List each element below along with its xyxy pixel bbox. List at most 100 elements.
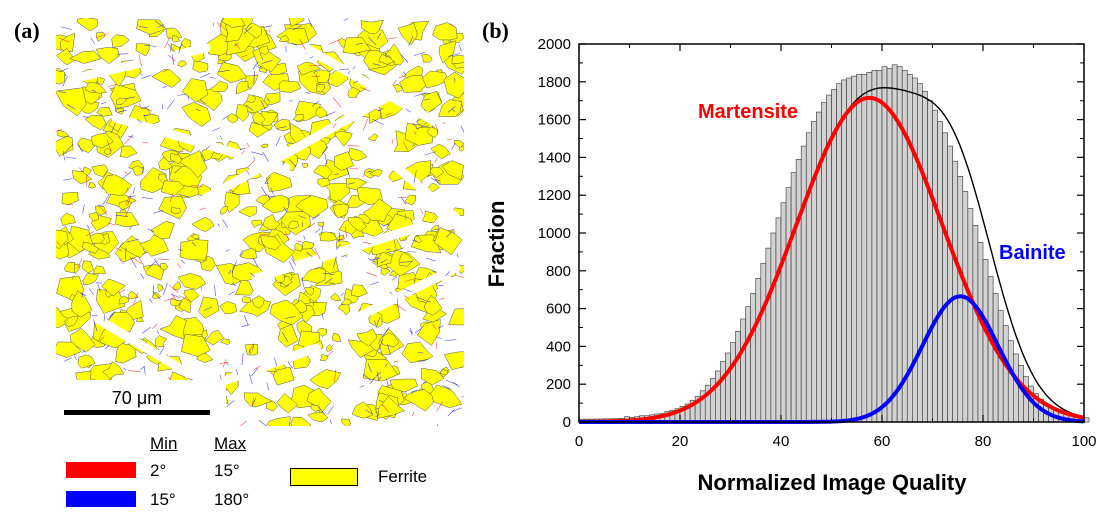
grain-boundary bbox=[222, 358, 227, 368]
grain-boundary bbox=[97, 204, 103, 207]
grain-boundary bbox=[288, 159, 297, 168]
ferrite-grain bbox=[333, 130, 353, 147]
grain-boundary bbox=[324, 153, 328, 165]
grain-boundary bbox=[217, 223, 220, 227]
grain-boundary bbox=[315, 228, 321, 234]
grain-boundary bbox=[161, 85, 168, 89]
grain-boundary bbox=[337, 237, 345, 242]
histogram-bar bbox=[1007, 340, 1014, 423]
grain-boundary bbox=[61, 26, 72, 30]
grain-boundary bbox=[385, 362, 388, 367]
grain-boundary bbox=[124, 247, 127, 260]
grain-boundary bbox=[444, 339, 457, 341]
grain-boundary bbox=[289, 100, 293, 102]
grain-boundary bbox=[362, 373, 372, 381]
ferrite-grain bbox=[295, 195, 328, 219]
grain-boundary bbox=[253, 365, 261, 371]
grain-boundary bbox=[263, 25, 273, 28]
grain-boundary bbox=[355, 43, 363, 45]
grain-boundary bbox=[262, 60, 273, 64]
histogram-bar bbox=[790, 172, 797, 423]
grain-boundary bbox=[106, 139, 112, 152]
ferrite-grain bbox=[59, 32, 76, 53]
grain-boundary bbox=[366, 170, 373, 173]
ferrite-grain bbox=[57, 129, 70, 138]
ferrite-grain bbox=[289, 122, 307, 143]
grain-boundary bbox=[62, 150, 65, 161]
grain-boundary bbox=[239, 420, 247, 426]
grain-boundary bbox=[63, 357, 73, 362]
ferrite-grain bbox=[224, 191, 240, 213]
grain-boundary bbox=[244, 315, 249, 326]
ferrite-grain bbox=[423, 295, 443, 316]
grain-boundary bbox=[436, 401, 443, 411]
ferrite-grain bbox=[139, 167, 168, 194]
legend-high-angle-min: 15° bbox=[150, 490, 176, 509]
ferrite-grain bbox=[310, 404, 321, 412]
y-tick-label: 800 bbox=[546, 263, 571, 280]
histogram-bar bbox=[972, 225, 979, 423]
ferrite-grain bbox=[159, 315, 188, 340]
grain-boundary bbox=[291, 257, 297, 266]
grain-boundary bbox=[129, 256, 137, 268]
ferrite-grain bbox=[63, 261, 76, 274]
histogram-bar bbox=[1018, 364, 1024, 423]
ferrite-grain bbox=[190, 234, 200, 239]
histogram-bar bbox=[805, 132, 812, 423]
grain-boundary bbox=[99, 206, 108, 216]
histogram-bar bbox=[861, 73, 868, 423]
ferrite-grain bbox=[244, 22, 263, 39]
ferrite-grain bbox=[171, 34, 180, 43]
ferrite-grain bbox=[56, 307, 72, 329]
grain-boundary bbox=[412, 239, 417, 242]
grain-boundary bbox=[241, 324, 250, 327]
ferrite-grain bbox=[266, 171, 293, 192]
histogram-bar bbox=[942, 132, 948, 423]
grain-boundary bbox=[346, 167, 350, 178]
grain-boundary bbox=[249, 373, 253, 385]
grain-boundary bbox=[258, 419, 267, 426]
ferrite-grain bbox=[421, 53, 433, 63]
grain-boundary bbox=[118, 258, 124, 265]
grain-boundary bbox=[352, 80, 359, 84]
histogram-bar bbox=[765, 247, 772, 423]
ferrite-grain bbox=[368, 310, 383, 329]
grain-boundary bbox=[311, 100, 319, 108]
ferrite-grain bbox=[118, 295, 129, 305]
grain-boundary bbox=[138, 54, 142, 67]
ferrite-grain bbox=[269, 299, 304, 326]
grain-boundary bbox=[375, 371, 382, 377]
grain-boundary bbox=[276, 126, 287, 129]
grain-boundary bbox=[301, 277, 304, 287]
ferrite-grain bbox=[315, 106, 328, 119]
legend-min-header: Min bbox=[150, 434, 178, 453]
ferrite-grain bbox=[111, 34, 130, 48]
histogram-bar bbox=[750, 293, 757, 423]
grain-boundary bbox=[336, 243, 342, 250]
ferrite-grain bbox=[401, 342, 434, 363]
grain-boundary bbox=[306, 252, 313, 257]
ferrite-grain bbox=[398, 252, 414, 267]
ferrite-grain bbox=[82, 166, 92, 176]
grain-boundary bbox=[334, 173, 339, 175]
grain-boundary bbox=[381, 404, 390, 413]
grain-boundary bbox=[332, 97, 342, 108]
histogram-bar bbox=[917, 83, 923, 423]
histogram-bar bbox=[755, 278, 762, 423]
grain-boundary bbox=[126, 187, 129, 193]
grain-boundary bbox=[159, 347, 164, 356]
ferrite-grain bbox=[404, 194, 417, 206]
ferrite-grain bbox=[376, 251, 393, 268]
grain-boundary bbox=[368, 36, 377, 46]
grain-boundary bbox=[322, 273, 334, 275]
panel-a-label: (a) bbox=[14, 18, 40, 43]
ferrite-grain bbox=[350, 284, 368, 298]
histogram-bar bbox=[871, 70, 878, 423]
ferrite-grain bbox=[342, 36, 372, 54]
ferrite-grain bbox=[403, 389, 434, 412]
histogram-bar bbox=[810, 121, 817, 423]
grain-boundary bbox=[416, 125, 430, 129]
ferrite-grain bbox=[245, 74, 259, 90]
grain-boundary bbox=[144, 44, 157, 47]
grain-boundary bbox=[330, 419, 332, 425]
